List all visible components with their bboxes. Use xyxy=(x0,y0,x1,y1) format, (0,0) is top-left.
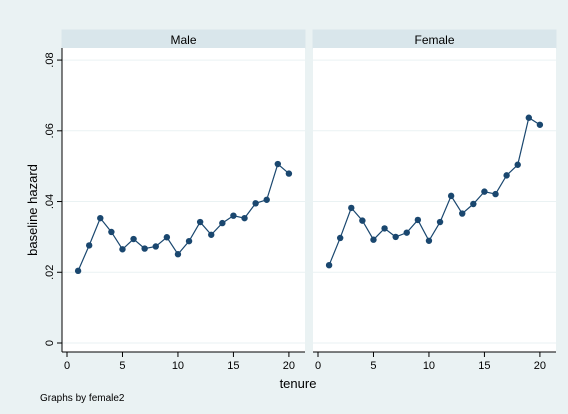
y-tick-label: .04 xyxy=(44,194,56,209)
data-point xyxy=(152,243,159,250)
data-point xyxy=(108,228,115,236)
y-tick-label: .08 xyxy=(44,52,56,67)
x-tick-label: 15 xyxy=(227,360,239,372)
series-line xyxy=(328,116,541,266)
data-point xyxy=(470,200,477,208)
data-point xyxy=(196,218,204,226)
panel-title: Male xyxy=(170,33,196,47)
data-point xyxy=(241,214,248,222)
data-point xyxy=(514,161,521,168)
data-point xyxy=(219,219,226,227)
data-point xyxy=(74,267,82,275)
panel-title: Female xyxy=(414,33,454,47)
x-tick-label: 0 xyxy=(64,360,70,372)
data-point xyxy=(174,251,182,258)
data-point xyxy=(325,261,333,269)
data-point xyxy=(274,160,282,168)
data-point xyxy=(208,231,215,238)
data-point xyxy=(263,196,270,203)
data-point xyxy=(163,234,171,241)
data-point xyxy=(425,237,433,244)
x-tick-label: 5 xyxy=(119,360,125,372)
x-tick-label: 20 xyxy=(283,360,295,372)
y-tick-label: .06 xyxy=(44,123,56,138)
data-point xyxy=(459,210,466,217)
data-point xyxy=(285,170,293,177)
data-point xyxy=(230,212,237,219)
y-tick-label: 0 xyxy=(44,340,56,346)
data-point xyxy=(525,114,533,121)
x-tick-label: 15 xyxy=(478,360,490,372)
data-point xyxy=(481,188,488,195)
data-point xyxy=(381,225,388,232)
x-tick-label: 0 xyxy=(315,360,321,372)
y-tick-label: .02 xyxy=(44,265,56,280)
panel-female: Female 0 5 10 15 20 xyxy=(312,29,557,372)
data-point xyxy=(348,204,355,212)
data-point xyxy=(141,245,148,252)
plot-area xyxy=(313,48,556,352)
x-tick-label: 10 xyxy=(423,360,435,372)
x-tick-label: 20 xyxy=(534,360,546,372)
panels-group: Male 0 5 10 15 20 0 .02 .04 .06 .08 Female 0 5 10 15 20 xyxy=(44,29,557,372)
x-axis-title: tenure xyxy=(280,376,317,391)
data-point xyxy=(336,234,344,242)
data-point xyxy=(414,216,422,224)
data-point xyxy=(97,214,104,222)
data-point xyxy=(252,200,259,207)
data-point xyxy=(119,246,126,253)
data-point xyxy=(185,237,193,245)
data-point xyxy=(436,218,444,226)
data-point xyxy=(492,190,499,198)
x-tick-label: 10 xyxy=(172,360,184,372)
data-point xyxy=(536,121,544,128)
x-tick-label: 5 xyxy=(370,360,376,372)
data-point xyxy=(370,236,377,243)
panel-male: Male 0 5 10 15 20 0 .02 .04 .06 .08 xyxy=(44,29,306,372)
data-point xyxy=(85,242,93,249)
y-axis-title: baseline hazard xyxy=(25,164,40,256)
data-point xyxy=(130,235,137,243)
data-point xyxy=(447,192,455,200)
data-point xyxy=(503,172,510,179)
data-point xyxy=(392,233,399,241)
data-point xyxy=(403,229,410,236)
graphs-by-note: Graphs by female2 xyxy=(40,393,125,404)
data-point xyxy=(359,217,366,224)
